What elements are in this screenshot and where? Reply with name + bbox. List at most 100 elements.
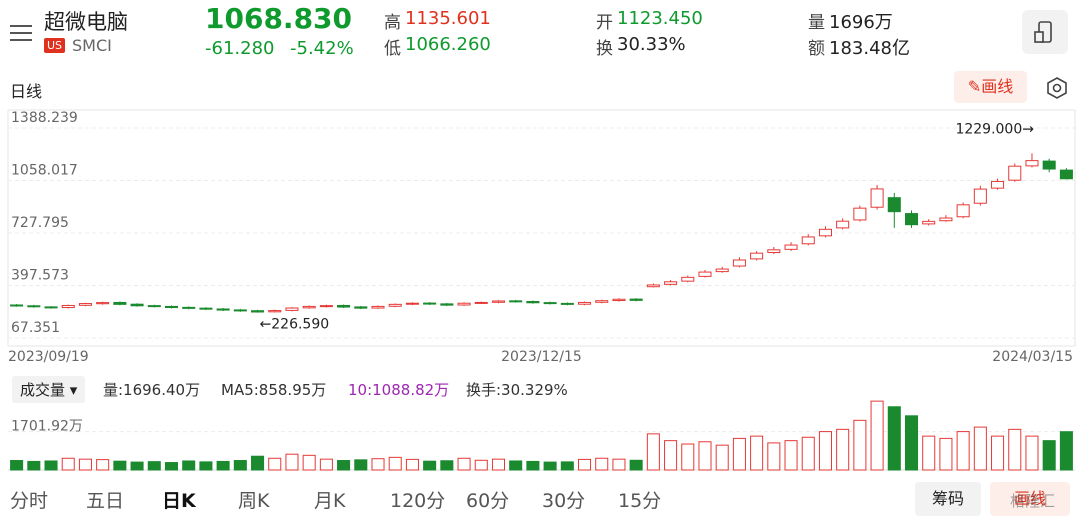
volume-bar [801, 436, 815, 471]
candle-body [595, 300, 609, 303]
stat-label: 低 [384, 39, 401, 59]
tab[interactable]: 30分 [542, 490, 586, 512]
volume-bar [233, 460, 247, 471]
volume-bar [27, 460, 41, 471]
volume-bar [423, 460, 437, 471]
candle-body [233, 309, 247, 312]
y-tick-label: 727.795 [11, 215, 69, 231]
volume-stat: 量:1696.40万 [103, 381, 201, 399]
candle-body [491, 300, 505, 303]
volume-bar [698, 441, 712, 471]
tab[interactable]: 60分 [466, 490, 510, 512]
draw-button-label: 画线 [981, 77, 1014, 96]
rotate-button[interactable] [1022, 10, 1068, 54]
max-annotation: 1229.000→ [955, 121, 1034, 137]
tab[interactable]: 五日 [86, 490, 125, 512]
candle-body [818, 228, 832, 237]
candle-body [526, 300, 540, 304]
volume-bar [509, 460, 523, 471]
stat-label: 高 [384, 13, 401, 33]
candle-body [543, 302, 557, 305]
y-tick-label: 1388.239 [11, 110, 78, 126]
candle-body [302, 305, 316, 309]
volume-selector[interactable]: 成交量 ▾ [12, 376, 86, 403]
volume-bar [629, 459, 643, 471]
candle-body [560, 302, 574, 305]
candle-body [319, 305, 333, 308]
volume-bar [870, 400, 884, 471]
volume-bar [61, 457, 75, 471]
tab[interactable]: 月K [314, 490, 346, 512]
tab[interactable]: 分时 [10, 490, 49, 512]
candle-body [405, 302, 419, 305]
candle-body [199, 307, 213, 310]
volume-bar [44, 460, 58, 471]
volume-bar [78, 458, 92, 471]
volume-bar [784, 440, 798, 471]
plot-frame [7, 109, 1076, 347]
volume-bar [560, 461, 574, 471]
volume-bar [130, 461, 144, 471]
tab[interactable]: 15分 [618, 490, 662, 512]
draw-button[interactable]: ✎画线 [954, 71, 1027, 103]
volume-tick-label: 1701.92万 [11, 419, 83, 435]
y-tick-label: 67.351 [11, 320, 60, 336]
candle-body [337, 304, 351, 308]
rotate-icon [1034, 21, 1052, 43]
candle-body [612, 298, 626, 302]
candle-body [870, 188, 884, 208]
candle-body [681, 276, 695, 282]
candle-body [991, 180, 1005, 189]
volume-bar [1025, 435, 1039, 471]
candle-body [715, 268, 729, 273]
volume-bar [164, 462, 179, 471]
volume-bar [715, 444, 729, 471]
stat-value: 30.33% [617, 34, 686, 55]
candle-body [664, 281, 678, 285]
candle-body [698, 271, 712, 277]
chips-button[interactable]: 筹码 [915, 482, 981, 516]
volume-bar [646, 433, 660, 471]
volume-bar [836, 428, 850, 471]
volume-bar [578, 458, 592, 471]
stat-label: 额 [808, 39, 825, 59]
x-tick-label: 2023/12/15 [501, 349, 582, 365]
volume-bar [285, 453, 299, 471]
candle-body [285, 307, 299, 311]
candle-body [78, 303, 92, 306]
bottom-draw-button[interactable]: 画线 [990, 482, 1070, 516]
candle-body [268, 310, 282, 313]
candle-body [1059, 169, 1073, 180]
candle-body [732, 259, 746, 267]
volume-bar [268, 457, 282, 471]
stock-name: 超微电脑 [44, 10, 128, 34]
candle-body [973, 188, 987, 204]
symbol: SMCI [72, 36, 112, 55]
tab[interactable]: 120分 [390, 490, 446, 512]
candle-body [130, 303, 144, 307]
candle-body [457, 302, 471, 306]
volume-stat: MA5:858.95万 [221, 381, 327, 399]
candle-body [388, 303, 402, 307]
volume-bar [664, 440, 678, 471]
volume-bar [956, 431, 970, 471]
menu-icon[interactable] [8, 22, 34, 44]
period-label[interactable]: 日线 [10, 82, 43, 101]
stat-value: 1066.260 [405, 34, 491, 55]
candle-body [784, 244, 798, 250]
volume-bar [491, 458, 505, 471]
volume-bar [526, 460, 540, 471]
candle-body [767, 249, 781, 254]
candle-body [474, 301, 488, 304]
volume-stat: 换手:30.329% [466, 381, 568, 399]
tab[interactable]: 日K [162, 490, 196, 512]
volume-bar [96, 459, 110, 471]
y-tick-label: 397.573 [11, 268, 69, 284]
volume-bar [767, 442, 781, 471]
volume-bar [457, 457, 471, 471]
settings-icon[interactable] [1045, 76, 1069, 100]
candle-body [44, 306, 58, 309]
stat-value: 1135.601 [405, 8, 491, 29]
tab[interactable]: 周K [238, 490, 270, 512]
